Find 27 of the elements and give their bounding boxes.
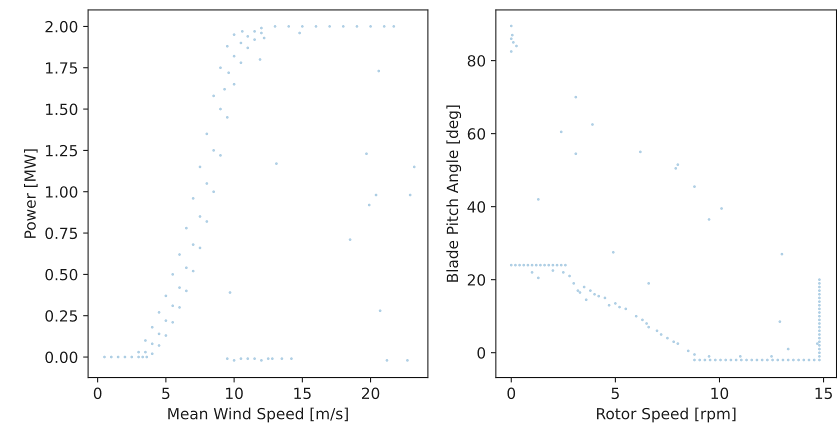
x-tick-label: 20 [362,388,380,400]
x-tick-label: 15 [816,388,832,400]
y-tick-label: 0.75 [45,228,78,240]
y-tick-label: 20 [468,274,486,286]
x-axis-title: Rotor Speed [rpm] [597,408,736,422]
y-axis-title: Power [MW] [24,149,38,238]
y-tick-label: 80 [468,55,486,67]
x-tick-label: 5 [162,388,170,400]
y-tick-label: 0.00 [45,352,78,364]
x-tick-label: 5 [612,388,619,400]
x-tick-label: 0 [507,388,516,400]
x-tick-label: 10 [226,388,243,400]
y-tick-label: 0 [477,347,486,359]
y-tick-label: 0.25 [45,310,78,322]
y-tick-label: 1.25 [46,144,78,156]
y-tick-label: 60 [468,128,486,140]
y-tick-label: 1.00 [46,186,78,198]
x-tick-label: 10 [711,388,728,400]
y-tick-label: 40 [467,201,486,213]
y-tick-label: 0.50 [45,268,78,280]
y-tick-label: 1.50 [46,104,78,116]
y-tick-label: 1.75 [46,62,78,74]
x-axis-title: Mean Wind Speed [m/s] [168,408,348,422]
x-tick-label: 15 [294,388,311,400]
y-tick-label: 2.00 [45,20,78,32]
y-axis-title: Blade Pitch Angle [deg] [446,105,462,282]
x-tick-label: 0 [94,388,102,400]
